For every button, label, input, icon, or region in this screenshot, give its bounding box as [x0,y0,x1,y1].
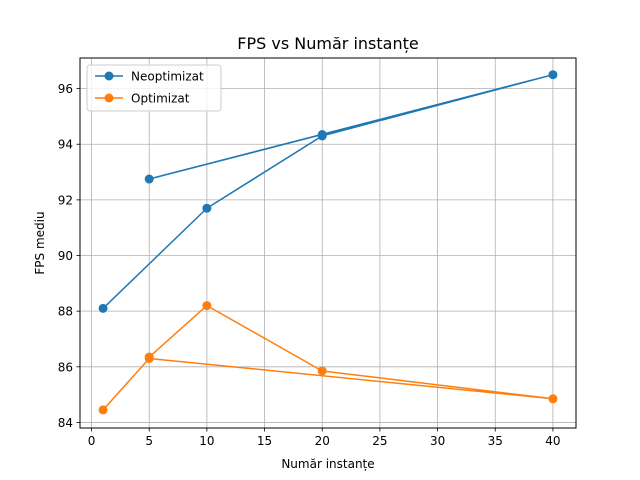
series-optimizat [98,301,558,415]
plot-frame [79,57,577,429]
data-point-neoptimizat [317,130,327,140]
y-tick-label: 84 [58,416,73,430]
data-point-neoptimizat [98,303,108,313]
legend: Neoptimizat Optimizat [86,64,222,112]
legend-entry-optimizat: Optimizat [95,92,190,106]
data-point-neoptimizat [144,174,154,184]
x-tick-label: 15 [257,434,272,448]
legend-entry-neoptimizat: Neoptimizat [95,70,204,84]
y-tick-label: 96 [58,82,73,96]
legend-label-neoptimizat: Neoptimizat [131,70,204,84]
y-tick-label: 92 [58,193,73,207]
x-tick-label: 0 [88,434,96,448]
x-tick-label: 35 [488,434,503,448]
x-tick-label: 20 [315,434,330,448]
x-tick-label: 5 [145,434,153,448]
data-point-optimizat [144,352,154,362]
series-line-neoptimizat [102,73,554,310]
plot-background [80,58,576,428]
x-tick-label: 10 [199,434,214,448]
data-point-optimizat [317,366,327,376]
data-point-optimizat [548,394,558,404]
x-tick-label: 25 [372,434,387,448]
data-point-optimizat [98,405,108,415]
chart-title: FPS vs Număr instanțe [237,34,418,53]
data-point-optimizat [202,301,212,311]
y-tick-label: 86 [58,360,73,374]
x-tick-label: 30 [430,434,445,448]
x-axis-title: Număr instanțe [281,457,374,471]
series-neoptimizat [98,70,558,313]
data-point-neoptimizat [548,70,558,80]
series-line-optimizat [102,304,554,411]
x-tick-label: 40 [545,434,560,448]
series-layer [98,70,558,415]
data-point-neoptimizat [202,203,212,213]
grid [80,58,576,428]
y-tick-label: 88 [58,305,73,319]
y-tick-label: 90 [58,249,73,263]
plot-area: 0 5 10 15 20 25 30 35 40 84 86 88 90 92 94 96 [58,57,577,448]
legend-label-optimizat: Optimizat [131,92,190,106]
y-axis-title: FPS mediu [33,211,47,274]
legend-marker-optimizat [104,93,114,103]
legend-marker-neoptimizat [104,71,114,81]
y-tick-label: 94 [58,138,73,152]
ticks: 0 5 10 15 20 25 30 35 40 84 86 88 90 92 94 96 [58,82,561,448]
